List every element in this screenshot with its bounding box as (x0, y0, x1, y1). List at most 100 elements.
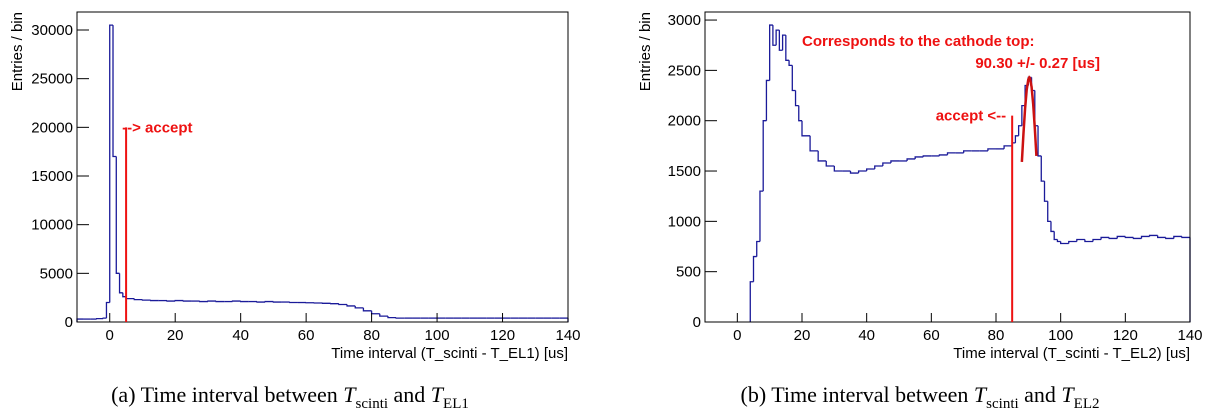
x-tick-label: 20 (167, 327, 184, 344)
histogram-bin (938, 154, 948, 156)
histogram-bin (125, 296, 135, 300)
x-tick-label: 140 (555, 327, 580, 344)
caption-part: T (974, 382, 988, 407)
histogram-bin (759, 190, 764, 242)
histogram-bin (749, 281, 754, 322)
y-axis-label: Entries / bin (9, 12, 26, 91)
y-tick-label: 500 (676, 264, 701, 281)
y-tick-label: 2000 (668, 113, 701, 130)
histogram-bin (1100, 236, 1110, 240)
x-tick-label: 40 (858, 327, 875, 344)
histogram-bin (762, 120, 767, 192)
histogram-bin (122, 292, 127, 298)
caption-part: T (431, 382, 445, 407)
x-tick-label: 0 (733, 327, 741, 344)
histogram-bin (1124, 236, 1134, 239)
annotation: 90.30 +/- 0.27 [us] (975, 55, 1100, 72)
histogram-bin (866, 168, 875, 172)
x-tick-label: 20 (794, 327, 811, 344)
histogram-bin (906, 158, 916, 161)
y-tick-label: 1000 (668, 213, 701, 230)
histogram-bin (772, 25, 777, 46)
x-tick-label: 60 (923, 327, 940, 344)
histogram-bin (133, 298, 143, 301)
x-tick-label: 0 (106, 327, 114, 344)
histogram-bin (387, 316, 397, 319)
caption-part: scinti (356, 396, 389, 412)
histogram-bin (791, 65, 796, 92)
caption-part: EL2 (1074, 396, 1100, 412)
caption: (a) Time interval between Tscinti and TE… (111, 382, 469, 412)
x-tick-label: 140 (1177, 327, 1202, 344)
y-tick-label: 20000 (31, 119, 73, 136)
x-tick-label: 80 (988, 327, 1005, 344)
histogram-bin (769, 24, 773, 81)
histogram-bin (1017, 125, 1022, 136)
histogram-bin (1076, 238, 1085, 242)
histogram-bin (1068, 240, 1077, 244)
histogram-bin (362, 307, 372, 312)
histogram-bin (775, 29, 780, 46)
y-tick-label: 3000 (668, 12, 701, 29)
histogram-bin (1116, 235, 1126, 239)
histogram-bin (346, 304, 356, 307)
histogram-bin (1014, 135, 1019, 143)
histogram-bin (1021, 104, 1026, 126)
histogram-bin (354, 305, 364, 309)
histogram-bin (922, 155, 932, 157)
histogram-bin (370, 310, 380, 315)
histogram-bin (1173, 235, 1182, 239)
caption-part: and (1019, 382, 1062, 407)
caption-part: EL1 (443, 396, 469, 412)
histogram-bin (833, 165, 843, 172)
histogram-bin (794, 90, 799, 107)
x-tick-label: 120 (1113, 327, 1138, 344)
y-tick-label: 30000 (31, 22, 73, 39)
histogram-bin (1043, 181, 1048, 202)
histogram-bin (118, 273, 123, 294)
histogram-bin (1060, 241, 1069, 245)
histogram-bin (1037, 125, 1042, 157)
annotation: Corresponds to the cathode top: (802, 33, 1035, 50)
x-tick-label: 120 (490, 327, 515, 344)
histogram-bin (109, 24, 114, 303)
histogram-bin (1053, 231, 1058, 241)
histogram-bin (825, 160, 835, 167)
histogram-bin (1165, 237, 1174, 240)
caption: (b) Time interval between Tscinti and TE… (741, 382, 1100, 412)
histogram-bin (756, 240, 760, 257)
y-tick-label: 10000 (31, 217, 73, 234)
y-tick-label: 2500 (668, 62, 701, 79)
histogram-bin (817, 150, 827, 162)
x-tick-label: 80 (363, 327, 380, 344)
histogram-bin (963, 150, 972, 153)
histogram-bin (765, 79, 770, 121)
y-tick-label: 15000 (31, 168, 73, 185)
histogram-bin (849, 171, 859, 174)
histogram-bin (1047, 201, 1051, 223)
histogram-bin (115, 156, 120, 274)
histogram-bin (809, 135, 819, 152)
caption-part: scinti (986, 396, 1019, 412)
histogram-bin (788, 60, 793, 66)
x-axis-label: Time interval (T_scinti - T_EL2) [us] (953, 345, 1190, 362)
histogram-bin (1148, 234, 1158, 237)
histogram-bin (379, 313, 388, 317)
histogram-bin (1108, 237, 1118, 240)
y-tick-label: 1500 (668, 163, 701, 180)
histogram-bin (1132, 237, 1142, 240)
histogram-bin (1084, 239, 1093, 243)
histogram-bin (778, 30, 783, 51)
histogram-bin (338, 303, 348, 306)
cut-label: --> accept (122, 119, 192, 136)
histogram-bin (752, 255, 757, 282)
plot-frame (76, 11, 569, 323)
caption-part: T (343, 382, 357, 407)
histogram-bin (987, 148, 996, 151)
histogram-bin (781, 34, 786, 51)
x-tick-label: 40 (232, 327, 249, 344)
histogram-bin (1181, 236, 1190, 239)
histogram-bin (890, 160, 899, 163)
histogram-bin (882, 162, 891, 166)
